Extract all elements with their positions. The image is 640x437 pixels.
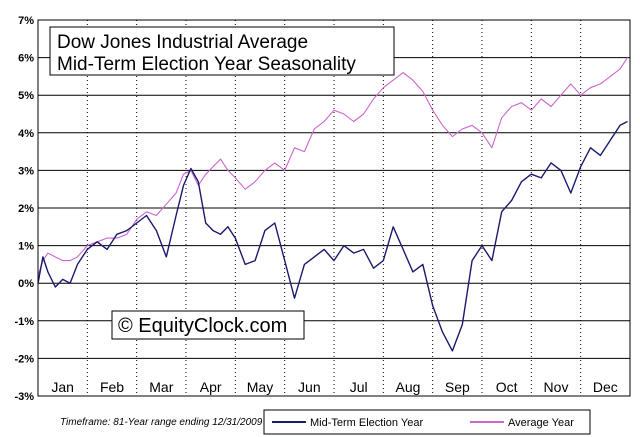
x-tick-label: Jun	[298, 379, 321, 395]
series-line-midterm	[37, 120, 628, 352]
watermark-box: © EquityClock.com	[111, 310, 305, 340]
x-tick-label: Apr	[200, 379, 222, 395]
plot-area-border	[37, 19, 631, 397]
x-tick-label: Feb	[100, 379, 124, 395]
legend-label-midterm: Mid-Term Election Year	[310, 417, 423, 429]
x-tick-label: Dec	[593, 379, 618, 395]
x-axis: Jan Feb Mar Apr May Jun Jul Aug Sep Oct Nov Dec	[51, 379, 617, 395]
y-tick-label: 3%	[18, 165, 34, 177]
legend-box	[263, 409, 591, 435]
y-tick-label: 0%	[18, 278, 34, 290]
series-line-average	[37, 57, 628, 276]
legend: Mid-Term Election Year Average Year	[263, 409, 591, 435]
x-tick-label: May	[247, 379, 273, 395]
y-tick-label: 1%	[18, 241, 34, 253]
y-tick-label: -1%	[14, 316, 34, 328]
x-tick-label: Jul	[350, 379, 368, 395]
y-tick-label: 4%	[18, 128, 34, 140]
y-axis: 7% 6% 5% 4% 3% 2% 1% 0% -1% -2% -3%	[14, 15, 34, 403]
y-tick-label: -2%	[14, 353, 34, 365]
chart-title: Dow Jones Industrial Average	[57, 32, 308, 53]
y-tick-label: 7%	[18, 15, 34, 27]
y-tick-label: 6%	[18, 53, 34, 65]
x-tick-label: Jan	[51, 379, 74, 395]
legend-label-average: Average Year	[508, 417, 574, 429]
x-tick-label: Mar	[149, 379, 173, 395]
y-tick-label: 5%	[18, 90, 34, 102]
x-tick-label: Sep	[445, 379, 470, 395]
x-tick-label: Aug	[396, 379, 421, 395]
x-tick-label: Nov	[544, 379, 569, 395]
title-box: Dow Jones Industrial Average Mid-Term El…	[49, 26, 395, 76]
x-tick-label: Oct	[496, 379, 518, 395]
series-layer	[37, 57, 628, 352]
y-tick-label: -3%	[14, 391, 34, 403]
chart-subtitle: Mid-Term Election Year Seasonality	[57, 54, 356, 75]
y-tick-label: 2%	[18, 203, 34, 215]
watermark: © EquityClock.com	[118, 315, 287, 337]
footnote: Timeframe: 81-Year range ending 12/31/20…	[60, 417, 263, 428]
